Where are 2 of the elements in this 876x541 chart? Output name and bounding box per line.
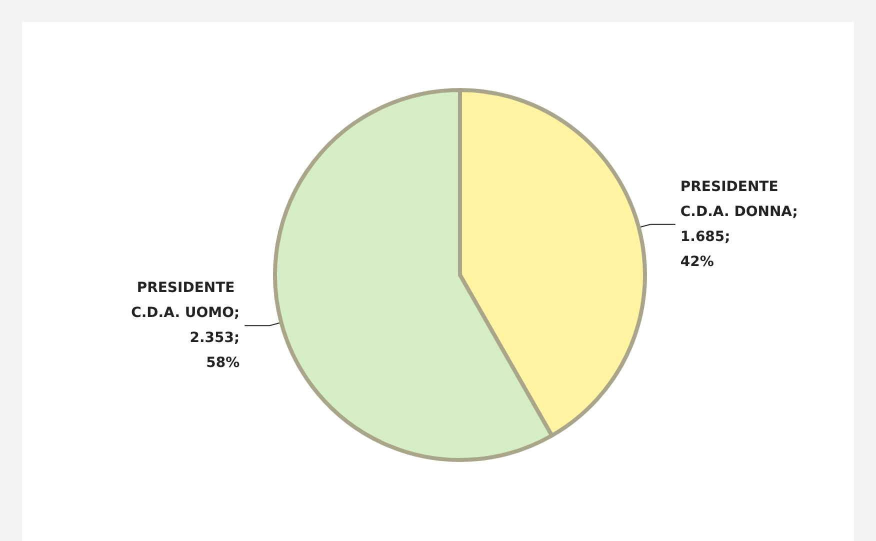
- slice-label: PRESIDENTE C.D.A. UOMO; 2.353; 58%: [131, 280, 240, 372]
- slice-label: PRESIDENTE C.D.A. DONNA; 1.685; 42%: [680, 178, 798, 270]
